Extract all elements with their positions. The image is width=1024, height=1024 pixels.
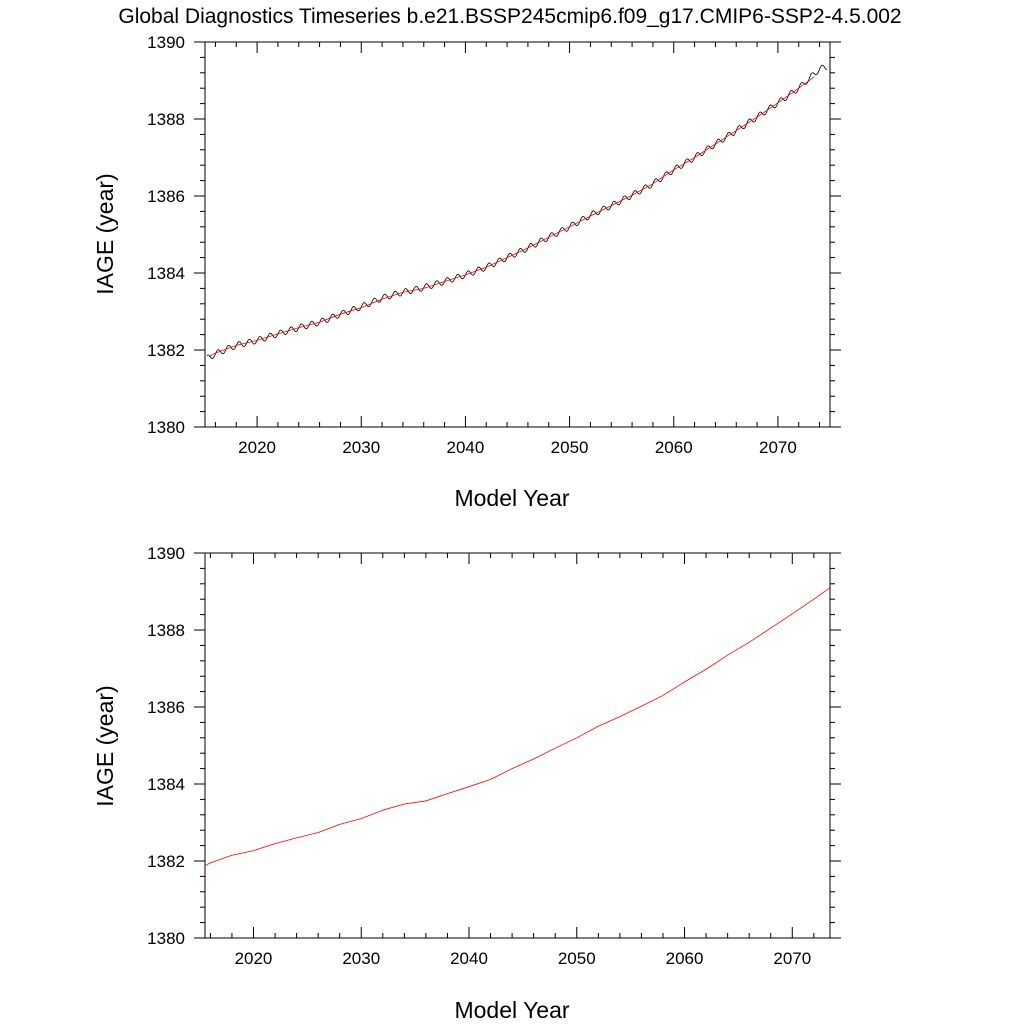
y-tick-label: 1380 [147, 929, 185, 948]
series-line-monthly [206, 64, 828, 359]
y-axis-label-bottom: IAGE (year) [92, 685, 118, 806]
y-ticks-bottom: 1380 1382 1384 1386 1388 1390 [147, 544, 841, 948]
x-tick-label: 2060 [655, 438, 693, 457]
x-tick-label: 2070 [773, 949, 811, 968]
x-tick-label: 2070 [759, 438, 797, 457]
x-tick-label: 2050 [551, 438, 589, 457]
y-tick-label: 1384 [147, 775, 185, 794]
series-top [206, 64, 828, 359]
y-tick-label: 1386 [147, 698, 185, 717]
y-tick-label: 1390 [147, 544, 185, 563]
panel-bottom: 2020 2030 2040 2050 2060 2070 138013821384138… [92, 544, 841, 1023]
figure-title: Global Diagnostics Timeseries b.e21.BSSP… [118, 5, 901, 28]
y-tick-label: 1384 [147, 264, 185, 283]
x-axis-label-bottom: Model Year [454, 997, 569, 1023]
x-tick-label: 2040 [450, 949, 488, 968]
x-tick-label: 2020 [238, 438, 276, 457]
x-tick-label: 2030 [342, 438, 380, 457]
x-axis-label-top: Model Year [454, 485, 569, 511]
series-line-annual-mean [210, 76, 815, 357]
y-tick-label: 1390 [147, 33, 185, 52]
y-tick-label: 1388 [147, 110, 185, 129]
y-tick-label: 1382 [147, 852, 185, 871]
y-ticks-top: 1380 1382 1384 1386 1388 1390 [147, 33, 841, 437]
plot-frame-top [204, 41, 831, 428]
y-tick-label: 1382 [147, 341, 185, 360]
x-tick-label: 2060 [666, 949, 704, 968]
panel-top: 2020 2030 2040 2050 2060 2070 138013821384138… [92, 33, 841, 511]
series-bottom [204, 587, 831, 866]
plot-frame-bottom [204, 552, 831, 939]
y-tick-label: 1388 [147, 621, 185, 640]
x-tick-label: 2040 [447, 438, 485, 457]
y-tick-label: 1386 [147, 187, 185, 206]
x-tick-label: 2050 [558, 949, 596, 968]
series-line-annual-mean [204, 587, 831, 866]
x-ticks-top: 2020 2030 2040 2050 2060 2070 [214, 42, 821, 457]
y-tick-label: 1380 [147, 418, 185, 437]
x-ticks-bottom: 2020 2030 2040 2050 2060 2070 [209, 553, 815, 968]
y-axis-label-top: IAGE (year) [92, 173, 118, 294]
x-tick-label: 2020 [235, 949, 273, 968]
x-tick-label: 2030 [342, 949, 380, 968]
